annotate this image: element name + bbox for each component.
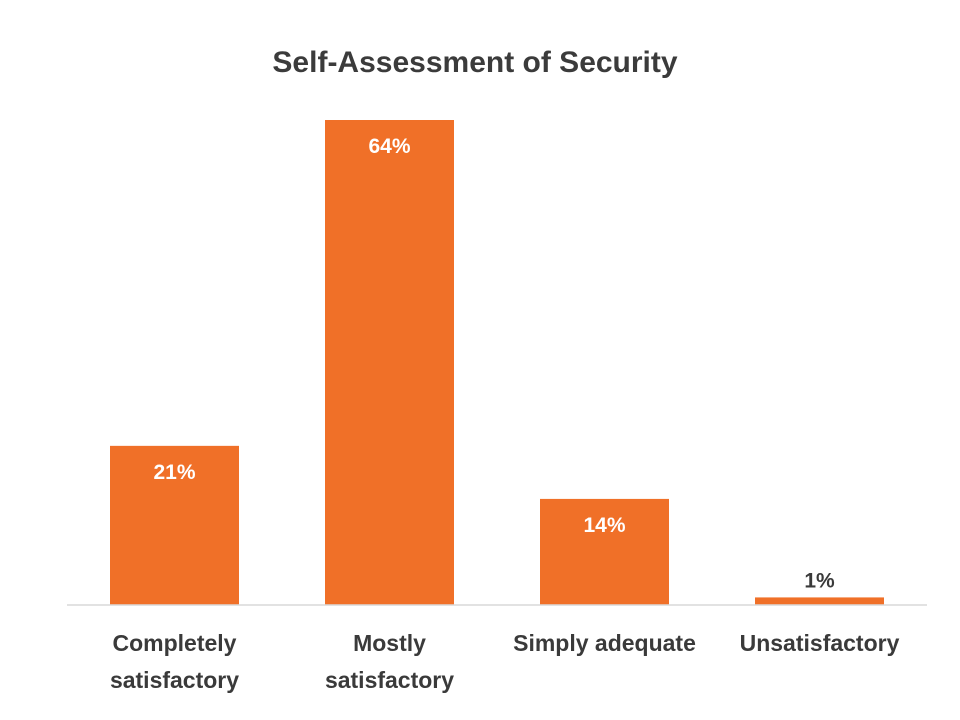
chart-title: Self-Assessment of Security xyxy=(272,46,677,79)
data-label-0: 21% xyxy=(153,461,195,484)
bar-3 xyxy=(755,597,884,605)
category-label-0-line-0: Completely xyxy=(113,630,237,656)
category-label-1-line-1: satisfactory xyxy=(325,667,454,693)
bar-1 xyxy=(325,120,454,605)
category-label-1-line-0: Mostly xyxy=(353,630,426,656)
category-label-3: Unsatisfactory xyxy=(740,630,900,656)
category-labels-group: Completely satisfactory Mostly satisfactory… xyxy=(110,630,900,693)
data-label-3: 1% xyxy=(804,569,835,592)
data-label-2: 14% xyxy=(583,514,625,537)
category-label-0-line-1: satisfactory xyxy=(110,667,239,693)
bar-2 xyxy=(540,498,669,605)
data-label-1: 64% xyxy=(368,135,410,158)
data-labels-group: 21% 64% 14% 1% xyxy=(153,135,835,592)
bars-group xyxy=(110,120,884,605)
category-label-2: Simply adequate xyxy=(513,630,696,656)
bar-0 xyxy=(110,445,239,605)
